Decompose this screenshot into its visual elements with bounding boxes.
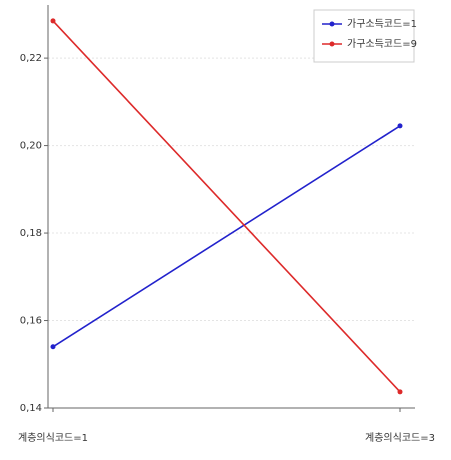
legend-marker	[329, 21, 335, 27]
legend-label: 가구소득코드=9	[347, 38, 417, 50]
x-tick-label: 계층의식코드=3	[365, 432, 435, 444]
data-point	[50, 344, 56, 350]
data-point	[50, 18, 56, 24]
series-line	[52, 125, 401, 348]
legend-marker	[329, 41, 335, 47]
y-tick-label: 0,14	[20, 403, 42, 414]
series-line	[52, 20, 401, 393]
y-tick-label: 0,16	[20, 316, 42, 327]
data-point	[397, 389, 403, 395]
legend-box	[313, 9, 415, 63]
y-tick-label: 0,18	[20, 228, 42, 239]
y-tick-label: 0,22	[20, 53, 42, 64]
data-point	[397, 123, 403, 129]
y-tick-label: 0,20	[20, 141, 42, 152]
legend-label: 가구소득코드=1	[347, 18, 417, 30]
x-tick-label: 계층의식코드=1	[18, 432, 88, 444]
